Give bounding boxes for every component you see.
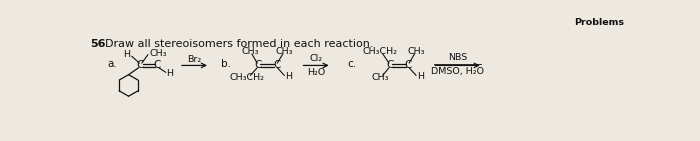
Text: C: C <box>273 60 280 70</box>
Text: C: C <box>254 60 262 70</box>
Text: CH₃: CH₃ <box>276 47 293 56</box>
Text: Problems: Problems <box>574 18 624 27</box>
Text: H: H <box>417 72 424 81</box>
Text: Cl₂: Cl₂ <box>309 54 323 63</box>
Text: b.: b. <box>220 59 231 69</box>
Text: CH₃: CH₃ <box>372 73 389 82</box>
Text: H: H <box>167 69 174 78</box>
Text: CH₃: CH₃ <box>241 47 259 56</box>
Text: CH₃CH₂: CH₃CH₂ <box>230 73 265 82</box>
Text: c.: c. <box>347 59 356 69</box>
Text: C: C <box>153 60 161 70</box>
Text: CH₃: CH₃ <box>407 47 425 56</box>
Text: C: C <box>405 60 412 70</box>
Text: H₂O: H₂O <box>307 68 326 77</box>
Text: a.: a. <box>108 59 118 69</box>
Text: DMSO, H₂O: DMSO, H₂O <box>431 67 484 76</box>
Text: Draw all stereoisomers formed in each reaction.: Draw all stereoisomers formed in each re… <box>104 39 373 49</box>
Text: H: H <box>285 72 292 81</box>
Text: Br₂: Br₂ <box>188 55 202 64</box>
Text: C: C <box>136 60 144 70</box>
Text: CH₃CH₂: CH₃CH₂ <box>363 47 398 56</box>
Text: H: H <box>123 50 130 59</box>
Text: CH₃: CH₃ <box>150 49 167 58</box>
Text: NBS: NBS <box>448 53 467 62</box>
Text: C: C <box>386 60 393 70</box>
Text: 56: 56 <box>90 39 106 49</box>
